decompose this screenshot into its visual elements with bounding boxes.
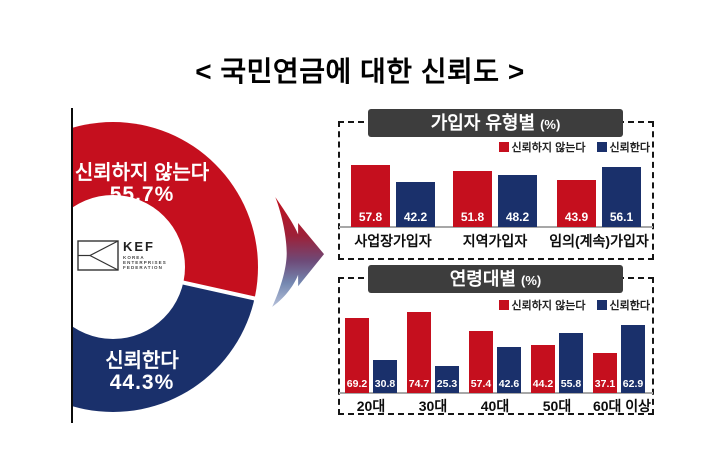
bar-distrust: 57.4 xyxy=(469,331,493,393)
category-label: 30대 xyxy=(418,398,448,414)
bar-distrust: 37.1 xyxy=(593,353,617,393)
bar-value-label: 57.8 xyxy=(358,210,383,224)
bar-value-label: 55.8 xyxy=(560,378,582,390)
bar-distrust: 44.2 xyxy=(531,345,555,393)
bar-value-label: 43.9 xyxy=(564,210,589,224)
bar-distrust: 69.2 xyxy=(345,318,369,393)
kef-logo: KEF KOREA ENTERPRISES FEDERATION xyxy=(77,240,167,271)
category-label: 20대 xyxy=(356,398,386,414)
bar-value-label: 44.2 xyxy=(532,378,554,390)
legend-swatch-distrust xyxy=(498,300,509,310)
arrow-icon xyxy=(272,197,325,307)
kef-logo-text: KEF KOREA ENTERPRISES FEDERATION xyxy=(123,240,167,271)
kef-logo-org: KOREA ENTERPRISES FEDERATION xyxy=(123,255,167,271)
category-label: 50대 xyxy=(542,398,572,414)
bar-trust: 48.2 xyxy=(498,175,537,227)
bar-distrust: 43.9 xyxy=(557,180,596,227)
bar-value-label: 74.7 xyxy=(408,378,430,390)
bar-trust: 56.1 xyxy=(602,167,641,227)
category-label: 사업장가입자 xyxy=(354,233,432,249)
kef-logo-name: KEF xyxy=(123,239,155,254)
panel-header-age-group: 연령대별 (%) xyxy=(368,265,623,293)
bar-trust: 42.2 xyxy=(396,182,435,227)
bar-value-label: 42.6 xyxy=(498,378,520,390)
legend-subscriber-type: 신뢰하지 않는다 신뢰한다 xyxy=(340,139,650,155)
donut-label-trust: 신뢰한다 44.3% xyxy=(105,350,179,394)
bar-value-label: 30.8 xyxy=(374,378,396,390)
legend-age-group: 신뢰하지 않는다 신뢰한다 xyxy=(340,297,650,313)
kef-logo-icon xyxy=(77,240,119,271)
x-axis-age-group xyxy=(339,392,653,394)
x-axis-subscriber-type xyxy=(339,226,653,228)
bar-distrust: 57.8 xyxy=(351,165,390,227)
bar-distrust: 51.8 xyxy=(453,171,492,227)
bar-value-label: 56.1 xyxy=(609,210,634,224)
bar-trust: 62.9 xyxy=(621,325,645,393)
donut-hole xyxy=(73,195,185,339)
category-label: 40대 xyxy=(480,398,510,414)
donut-left-axis-line xyxy=(71,108,73,423)
bar-trust: 25.3 xyxy=(435,366,459,393)
panel-header-subscriber-type: 가입자 유형별 (%) xyxy=(368,109,623,137)
donut-label-distrust: 신뢰하지 않는다 55.7% xyxy=(74,162,210,206)
bar-distrust: 74.7 xyxy=(407,312,431,393)
bar-value-label: 37.1 xyxy=(594,378,616,390)
donut-chart: KEF KOREA ENTERPRISES FEDERATION xyxy=(73,122,259,412)
bar-trust: 42.6 xyxy=(497,347,521,393)
category-label: 임의(계속)가입자 xyxy=(549,233,649,249)
category-label: 지역가입자 xyxy=(462,233,528,249)
bar-value-label: 51.8 xyxy=(460,210,485,224)
bar-value-label: 69.2 xyxy=(346,378,368,390)
legend-swatch-trust xyxy=(596,142,607,152)
bar-value-label: 25.3 xyxy=(436,378,458,390)
bar-value-label: 62.9 xyxy=(622,378,644,390)
page-title: < 국민연금에 대한 신뢰도 > xyxy=(195,56,525,87)
bar-value-label: 42.2 xyxy=(403,210,428,224)
category-label: 60대 이상 xyxy=(592,398,652,414)
bar-value-label: 48.2 xyxy=(505,210,530,224)
bar-trust: 30.8 xyxy=(373,360,397,393)
bar-trust: 55.8 xyxy=(559,333,583,393)
legend-swatch-distrust xyxy=(498,142,509,152)
legend-swatch-trust xyxy=(596,300,607,310)
bar-value-label: 57.4 xyxy=(470,378,492,390)
